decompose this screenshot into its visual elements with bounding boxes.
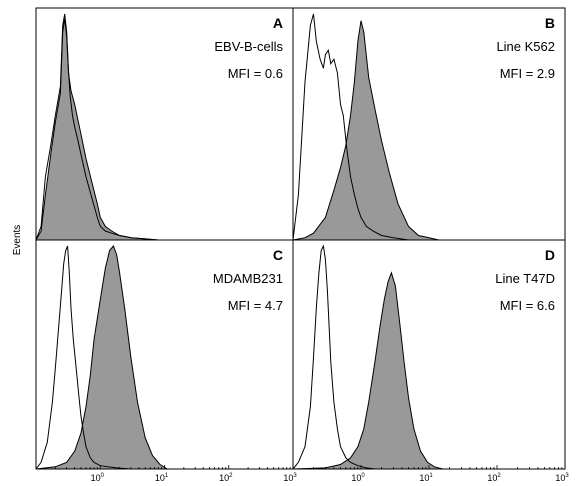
- panel-letter: A: [273, 15, 283, 31]
- x-tick-label: 102: [219, 473, 233, 483]
- histogram-control-series: [35, 245, 131, 470]
- panel-mfi: MFI = 6.6: [500, 298, 555, 313]
- panel-letter: D: [545, 247, 555, 263]
- panel-b: B Line K562 MFI = 2.9: [292, 7, 566, 241]
- histogram-filled-series: [292, 271, 444, 470]
- panel-sample-name: EBV-B-cells: [214, 39, 283, 54]
- histogram-filled-series: [35, 245, 169, 470]
- panel-letter: C: [273, 247, 283, 263]
- x-tick-label: 101: [155, 473, 169, 483]
- panel-sample-name: Line K562: [496, 39, 555, 54]
- panel-letter: B: [545, 15, 555, 31]
- x-tick-exponent: 1: [165, 473, 169, 479]
- x-tick-label: 103: [283, 473, 297, 483]
- histogram-control-series: [292, 13, 409, 241]
- x-tick-label: 101: [419, 473, 433, 483]
- histogram-filled-series: [292, 20, 440, 241]
- x-tick-exponent: 2: [497, 473, 501, 479]
- panel-sample-name: Line T47D: [495, 271, 555, 286]
- x-tick-label: 103: [555, 473, 569, 483]
- x-tick-exponent: 3: [565, 473, 569, 479]
- y-axis-label: Events: [12, 225, 23, 256]
- x-tick-label: 100: [351, 473, 365, 483]
- histogram-control-series: [292, 244, 375, 470]
- panel-sample-name: MDAMB231: [213, 271, 283, 286]
- histogram-control-series: [35, 13, 159, 241]
- panel-mfi: MFI = 2.9: [500, 66, 555, 81]
- x-tick-exponent: 0: [101, 473, 105, 479]
- x-tick-exponent: 1: [429, 473, 433, 479]
- panel-mfi: MFI = 4.7: [228, 298, 283, 313]
- panels-group: A EBV-B-cells MFI = 0.6 B Line K562 MFI = 2.9…: [35, 7, 569, 483]
- histogram-filled-series: [35, 18, 159, 241]
- x-tick-label: 100: [91, 473, 105, 483]
- panel-mfi: MFI = 0.6: [228, 66, 283, 81]
- x-tick-label: 102: [487, 473, 501, 483]
- x-tick-exponent: 2: [229, 473, 233, 479]
- x-tick-exponent: 3: [293, 473, 297, 479]
- panel-a: A EBV-B-cells MFI = 0.6: [35, 7, 294, 241]
- x-tick-exponent: 0: [361, 473, 365, 479]
